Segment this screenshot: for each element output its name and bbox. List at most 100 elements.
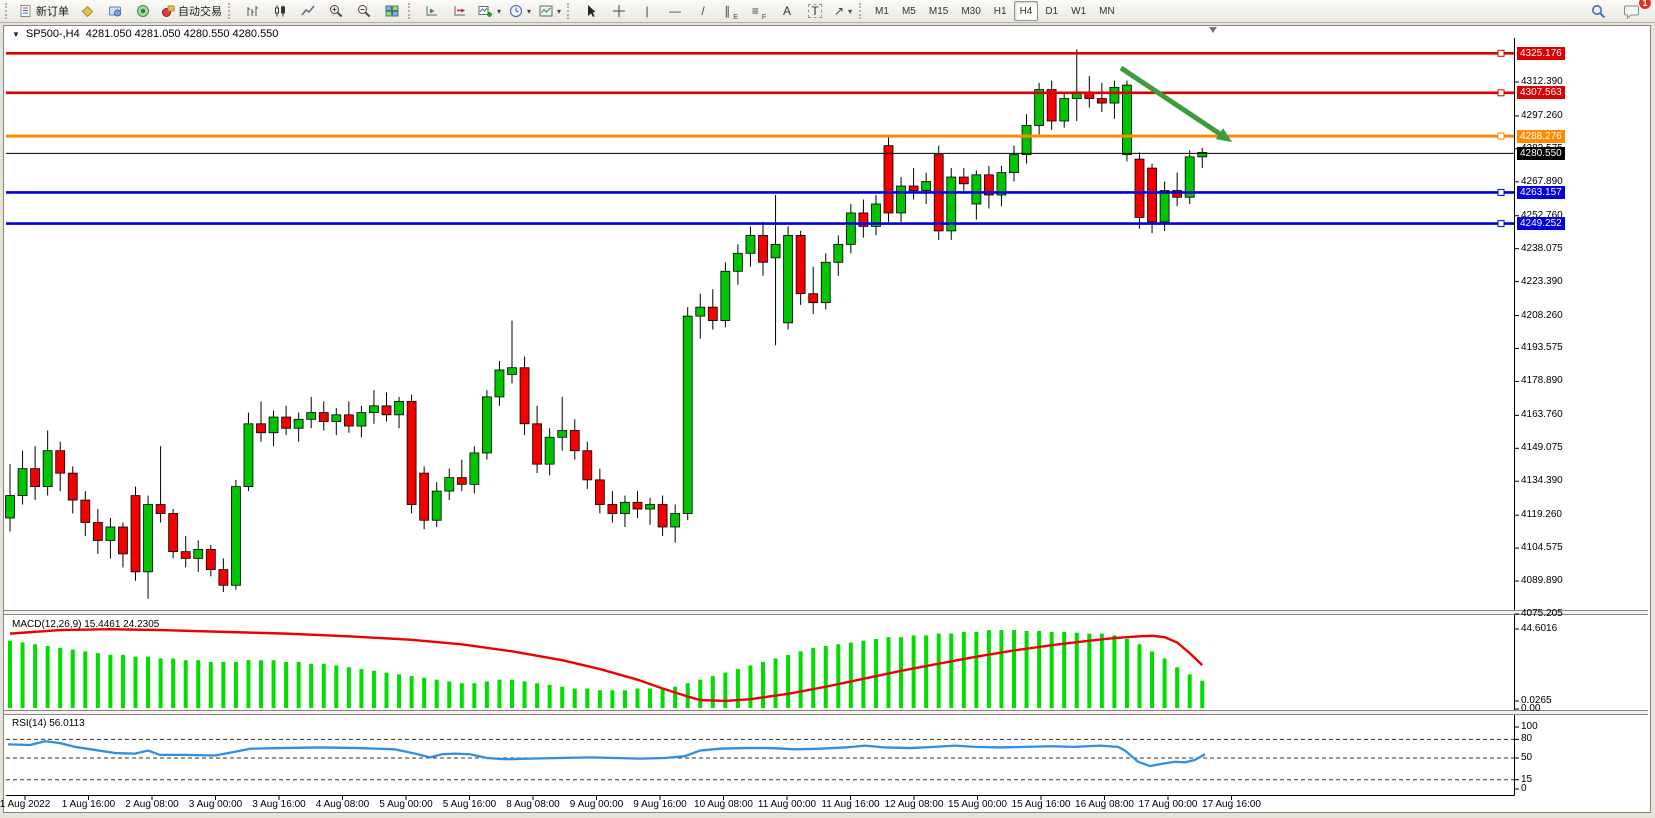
macd-histogram-bar <box>434 679 439 708</box>
autotrading-icon <box>162 5 175 17</box>
candlestick-chart-button[interactable] <box>266 0 294 22</box>
toolbar-grip <box>567 3 573 19</box>
candle-body <box>908 185 919 191</box>
chart-header[interactable]: ▼ SP500-,H4 4281.050 4281.050 4280.550 4… <box>12 28 278 40</box>
macd-histogram-bar <box>208 661 213 708</box>
candle-body <box>1059 98 1070 122</box>
candle-body <box>557 430 568 438</box>
line-chart-button[interactable] <box>294 0 322 22</box>
candle-body <box>1147 167 1157 223</box>
candle-body <box>180 551 191 559</box>
zoom-out-button[interactable] <box>350 0 378 22</box>
template-button[interactable]: ▾ <box>535 0 565 22</box>
channel-tool-button[interactable]: ∥ E <box>717 0 745 22</box>
macd-histogram-bar <box>823 646 828 708</box>
timeframe-button-m15[interactable]: M15 <box>928 5 949 17</box>
period-button[interactable]: ▾ <box>505 0 535 22</box>
add-indicator-button[interactable]: ▾ <box>474 0 505 22</box>
macd-histogram-bar <box>522 681 527 708</box>
macd-histogram-bar <box>798 651 803 708</box>
panel-separator[interactable] <box>4 610 1648 615</box>
rsi-line <box>7 740 1206 768</box>
candle-body <box>645 504 655 510</box>
tile-windows-button[interactable] <box>378 0 406 22</box>
fibonacci-tool-button[interactable]: ≡ F <box>745 0 773 22</box>
candle-body <box>770 243 781 259</box>
chart-shift-button[interactable] <box>446 0 474 22</box>
rsi-indicator-label: RSI(14) 56.0113 <box>12 718 85 729</box>
candle-body <box>381 405 392 416</box>
bar-chart-button[interactable] <box>238 0 266 22</box>
macd-histogram-bar <box>1112 635 1117 708</box>
vertical-line-icon: | <box>645 4 649 18</box>
timeframe-button-m5[interactable]: M5 <box>901 5 916 17</box>
candle-body <box>1122 84 1132 156</box>
timeframe-button-w1[interactable]: W1 <box>1071 5 1087 17</box>
macd-histogram-bar <box>535 683 540 708</box>
timeframe-button-h1[interactable]: H1 <box>993 5 1007 17</box>
macd-histogram-bar <box>371 670 376 708</box>
candle-body <box>268 416 279 434</box>
search-button[interactable] <box>1584 0 1612 22</box>
level-handle[interactable] <box>1497 220 1505 228</box>
timeframe-button-h4[interactable]: H4 <box>1013 1 1039 21</box>
macd-histogram-bar <box>484 681 489 708</box>
zoom-in-button[interactable] <box>322 0 350 22</box>
level-handle[interactable] <box>1497 49 1505 57</box>
macd-histogram-bar <box>95 653 100 708</box>
autoscroll-button[interactable] <box>418 0 446 22</box>
cursor-tool-button[interactable] <box>577 0 605 22</box>
vertical-line-tool-button[interactable]: | <box>633 0 661 22</box>
macd-histogram-bar <box>936 633 941 708</box>
shapes-tool-button[interactable]: ↗ ▾ <box>829 0 857 22</box>
timeframe-button-mn[interactable]: MN <box>1099 5 1115 17</box>
macd-histogram-bar <box>974 631 979 708</box>
macd-histogram-bar <box>321 663 326 708</box>
panel-separator[interactable] <box>4 710 1648 715</box>
trend-arrow-line[interactable] <box>1119 65 1226 140</box>
macd-histogram-bar <box>296 661 301 708</box>
macd-histogram-bar <box>899 637 904 708</box>
trendline-tool-button[interactable]: / <box>689 0 717 22</box>
horizontal-line-tool-button[interactable]: — <box>661 0 689 22</box>
new-order-button[interactable]: 新订单 <box>15 0 73 22</box>
notifications-button[interactable]: 1 <box>1618 0 1652 22</box>
timeframe-button-m30[interactable]: M30 <box>961 5 981 17</box>
text-tool-button[interactable]: A <box>773 0 801 22</box>
label-tool-button[interactable]: T <box>801 0 829 22</box>
macd-histogram-bar <box>1037 630 1042 708</box>
trend-arrow-head[interactable] <box>1215 128 1232 142</box>
macd-histogram-bar <box>748 665 753 708</box>
timeframe-button-m1[interactable]: M1 <box>875 5 889 17</box>
chart-list-dropdown-icon[interactable]: ▼ <box>12 29 20 39</box>
candle-body <box>419 472 430 521</box>
autotrading-button[interactable]: 自动交易 <box>157 0 226 22</box>
crosshair-tool-button[interactable] <box>605 0 633 22</box>
candle-body <box>958 176 969 185</box>
candle-body <box>356 412 367 427</box>
timeframe-button-d1[interactable]: D1 <box>1045 5 1059 17</box>
candle-body <box>155 504 166 514</box>
signals-button[interactable] <box>129 0 157 22</box>
macd-histogram-bar <box>146 656 151 708</box>
chart-shift-marker[interactable] <box>1209 27 1217 33</box>
level-handle[interactable] <box>1497 132 1505 140</box>
macd-histogram-bar <box>585 688 590 708</box>
market-watch-button[interactable] <box>73 0 101 22</box>
navigator-button[interactable] <box>101 0 129 22</box>
macd-signal-line <box>9 628 1204 703</box>
candle-body <box>1109 86 1120 104</box>
macd-indicator-label: MACD(12,26,9) 15.4461 24.2305 <box>12 619 160 630</box>
candle-body <box>394 400 404 416</box>
level-handle[interactable] <box>1497 89 1505 97</box>
macd-histogram-bar <box>120 654 125 708</box>
level-handle[interactable] <box>1497 188 1505 196</box>
candle-body <box>92 522 103 541</box>
candle-body <box>168 513 179 553</box>
bar-chart-icon <box>247 6 258 16</box>
macd-histogram-bar <box>1062 631 1067 708</box>
candle-body <box>205 549 216 570</box>
macd-histogram-bar <box>58 647 63 708</box>
candle-body <box>582 450 593 481</box>
